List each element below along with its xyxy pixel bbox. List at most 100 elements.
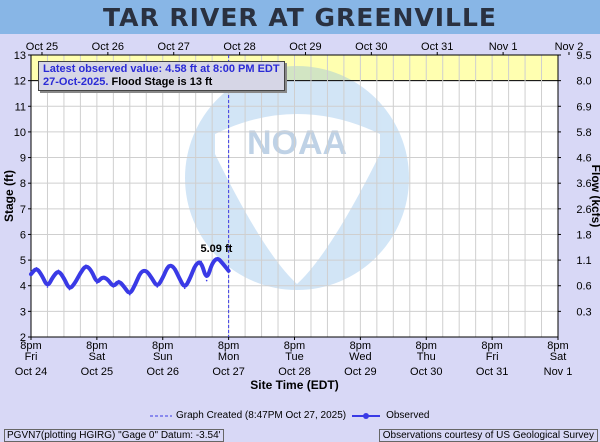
observed-point <box>90 269 93 272</box>
bottom-date-label: Fri <box>25 351 38 363</box>
bottom-date-label: Oct 31 <box>476 366 508 378</box>
observed-point <box>35 266 38 269</box>
observed-point <box>79 272 82 274</box>
bottom-date-label: 8pm <box>481 340 502 352</box>
bottom-date-label: 8pm <box>20 340 41 352</box>
bottom-date-label: 8pm <box>350 340 371 352</box>
title-bar: TAR RIVER AT GREENVILLE <box>0 0 600 34</box>
y2-tick-label: 2.6 <box>576 204 591 216</box>
y2-axis-title: Flow (kcfs) <box>589 165 600 228</box>
observed-point <box>194 263 197 265</box>
observed-point <box>145 269 148 272</box>
observed-point <box>161 277 164 279</box>
observed-point <box>118 279 120 282</box>
top-date-label: Oct 26 <box>92 41 124 53</box>
bottom-date-label: Fri <box>486 351 499 363</box>
observed-point <box>183 287 186 290</box>
top-date-label: Oct 28 <box>223 41 255 53</box>
y-tick-label: 11 <box>15 101 26 113</box>
observed-series-line <box>29 257 231 295</box>
graph-created-dash-icon <box>150 415 172 416</box>
bottom-date-label: Sat <box>550 351 567 363</box>
peak-annotation: 5.09 ft <box>200 243 232 255</box>
observed-point <box>112 286 115 288</box>
y-tick-label: 10 <box>14 127 26 139</box>
observed-point <box>129 293 131 296</box>
hydrograph-chart: NOAA 2 3 4 5 6 7 8 9 10 11 12 13 0.3 0.6 1.1 1.8 2.6 3.6 4… <box>2 41 600 392</box>
bottom-date-label: Wed <box>349 351 371 363</box>
y-tick-label: 4 <box>20 281 26 293</box>
observed-point <box>150 277 153 279</box>
y-tick-label: 12 <box>14 76 26 88</box>
bottom-date-label: 8pm <box>416 340 437 352</box>
latest-observed-date: 27-Oct-2025. <box>43 76 109 88</box>
observed-point <box>63 277 65 279</box>
observed-point <box>172 265 175 268</box>
noaa-logo-text: NOAA <box>247 124 347 162</box>
observed-legend-icon <box>352 412 381 419</box>
courtesy-note: Observations courtesy of US Geological S… <box>378 429 598 442</box>
y-tick-label: 8 <box>20 178 26 190</box>
observed-point <box>41 274 43 277</box>
bottom-date-label: Tue <box>285 351 304 363</box>
observed-point <box>52 275 54 278</box>
observed-point <box>74 282 76 284</box>
y-axis-title: Stage (ft) <box>2 170 16 222</box>
observed-point <box>200 260 202 263</box>
observed-point <box>101 275 104 278</box>
bottom-date-label: Oct 30 <box>410 366 442 378</box>
y-tick-label: 3 <box>20 306 26 318</box>
top-date-label: Nov 1 <box>489 41 518 53</box>
y2-tick-label: 4.6 <box>576 153 591 165</box>
observed-point <box>211 261 213 264</box>
latest-observed-line: Latest observed value: 4.58 ft at 8:00 P… <box>43 63 280 75</box>
observed-point <box>46 286 49 288</box>
noaa-watermark: NOAA <box>185 66 409 290</box>
top-date-label: Oct 31 <box>421 41 453 53</box>
bottom-date-label: Oct 28 <box>278 366 310 378</box>
y2-tick-label: 0.6 <box>576 281 591 293</box>
noaa-logo-bird <box>215 114 380 284</box>
y-tick-label: 7 <box>20 204 26 216</box>
observed-point <box>96 282 98 284</box>
top-date-label: Oct 27 <box>158 41 190 53</box>
bottom-date-label: Oct 25 <box>81 366 113 378</box>
y2-tick-label: 1.1 <box>576 255 591 267</box>
observed-point <box>216 256 219 259</box>
y-tick-label: 5 <box>20 255 26 267</box>
bottom-date-label: 8pm <box>218 340 239 352</box>
observed-legend-label: Observed <box>386 410 430 421</box>
observed-point <box>85 264 87 267</box>
bottom-date-label: Oct 26 <box>147 366 179 378</box>
bottom-date-label: Mon <box>218 351 239 363</box>
bottom-date-label: Oct 24 <box>15 366 47 378</box>
top-date-label: Oct 30 <box>355 41 387 53</box>
y-tick-label: 2 <box>20 332 26 344</box>
bottom-date-label: Thu <box>417 351 436 363</box>
y2-tick-label: 1.8 <box>576 229 591 241</box>
bottom-date-label: 8pm <box>284 340 305 352</box>
observed-point <box>139 270 142 273</box>
datum-note: PGVN7(plotting HGIRG) "Gage 0" Datum: -3… <box>4 429 224 442</box>
y2-tick-label: 9.5 <box>576 50 591 62</box>
observed-point <box>156 286 159 288</box>
observed-point <box>134 283 137 286</box>
bottom-date-label: 8pm <box>547 340 568 352</box>
graph-created-label: Graph Created (8:47PM Oct 27, 2025) <box>176 410 347 421</box>
flood-stage-text: Flood Stage is 13 ft <box>111 76 213 88</box>
x-axis-title: Site Time (EDT) <box>250 378 338 392</box>
bottom-date-label: Oct 27 <box>212 366 244 378</box>
observed-point <box>30 273 32 275</box>
latest-observed-box: Latest observed value: 4.58 ft at 8:00 P… <box>38 61 285 91</box>
observed-point <box>123 286 126 288</box>
bottom-date-label: Nov 1 <box>544 366 573 378</box>
y-tick-label: 13 <box>14 50 26 62</box>
y-tick-label: 6 <box>20 229 26 241</box>
page-title: TAR RIVER AT GREENVILLE <box>103 2 497 32</box>
y2-tick-label: 5.8 <box>576 127 591 139</box>
y-tick-label: 9 <box>20 153 26 165</box>
bottom-date-label: 8pm <box>86 340 107 352</box>
y2-tick-label: 0.3 <box>576 306 591 318</box>
observed-point <box>227 270 230 272</box>
y2-tick-label: 8.0 <box>576 76 591 88</box>
